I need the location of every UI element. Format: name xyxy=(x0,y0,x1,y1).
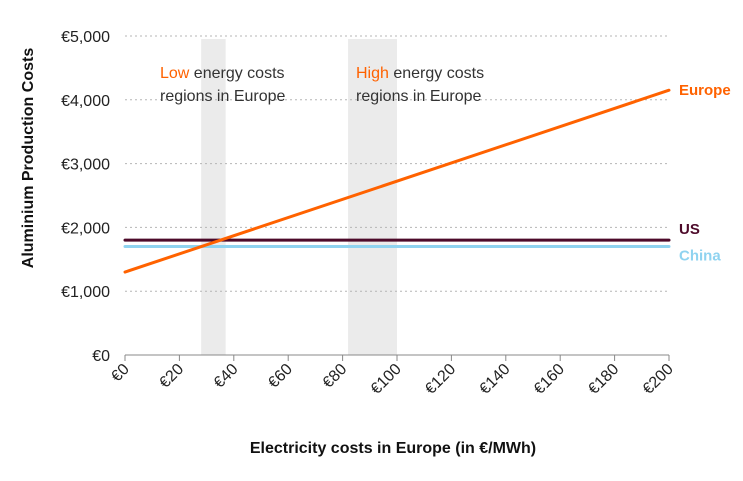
y-tick-label-2: €2,000 xyxy=(61,220,110,237)
shaded-band-1 xyxy=(348,39,397,355)
energy-cost-bands xyxy=(201,39,397,355)
shaded-band-0 xyxy=(201,39,226,355)
y-tick-label-3: €3,000 xyxy=(61,157,110,174)
band-label-prefix-0: Low xyxy=(160,65,190,82)
series-label-europe: Europe xyxy=(679,82,731,99)
series-lines xyxy=(123,88,671,274)
series-line-europe xyxy=(123,88,671,274)
band-label-line1-1: High energy costs xyxy=(356,65,484,82)
band-label-line2-0: regions in Europe xyxy=(160,88,286,105)
y-tick-label-4: €4,000 xyxy=(61,93,110,110)
gridlines xyxy=(125,35,669,292)
x-tick-label-7: €140 xyxy=(476,361,513,398)
x-axis-title: Electricity costs in Europe (in €/MWh) xyxy=(250,440,536,457)
x-tick-label-1: €20 xyxy=(156,361,187,392)
x-tick-label-0: €0 xyxy=(108,361,133,386)
band-label-rest-1: energy costs xyxy=(389,65,484,82)
y-tick-label-5: €5,000 xyxy=(61,29,110,46)
x-tick-label-6: €120 xyxy=(422,361,459,398)
x-tick-label-3: €60 xyxy=(265,361,296,392)
band-label-line1-0: Low energy costs xyxy=(160,65,285,82)
band-label-prefix-1: High xyxy=(356,65,389,82)
x-tick-label-2: €40 xyxy=(211,361,242,392)
series-label-us: US xyxy=(679,221,700,238)
y-tick-label-1: €1,000 xyxy=(61,284,110,301)
x-tick-label-8: €160 xyxy=(531,361,568,398)
band-label-line2-1: regions in Europe xyxy=(356,88,482,105)
annotations: Europe US China Low energy costs regions in … xyxy=(160,65,731,265)
x-tick-label-5: €100 xyxy=(368,361,405,398)
x-tick-label-4: €80 xyxy=(320,361,351,392)
x-tick-label-9: €180 xyxy=(585,361,622,398)
y-tick-label-0: €0 xyxy=(92,348,110,365)
axes xyxy=(124,354,670,361)
band-label-rest-0: energy costs xyxy=(189,65,284,82)
x-tick-label-10: €200 xyxy=(640,361,677,398)
series-label-china: China xyxy=(679,248,721,265)
y-axis-title: Aluminium Production Costs xyxy=(20,48,37,269)
